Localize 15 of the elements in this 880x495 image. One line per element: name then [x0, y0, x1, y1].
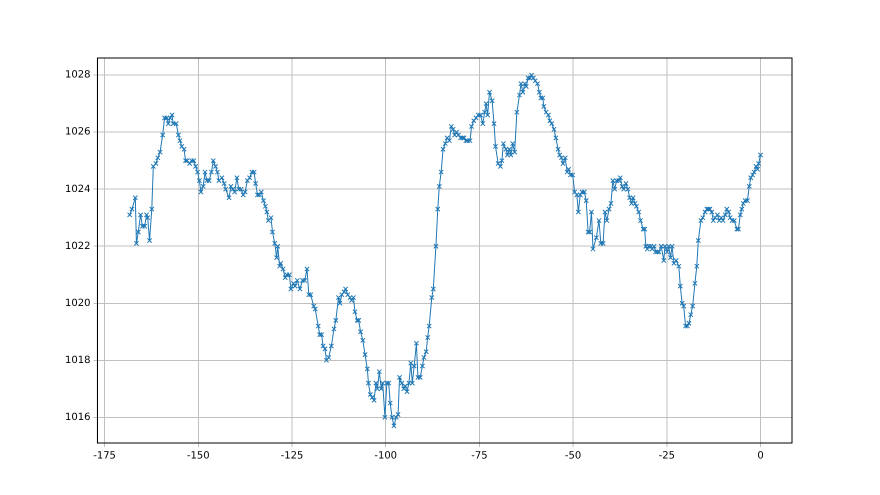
y-tick-label: 1018 [64, 354, 90, 366]
y-tick-label: 1026 [64, 126, 90, 138]
x-tick-label: -150 [186, 450, 210, 462]
x-tick-label: -100 [374, 450, 398, 462]
x-tick-label: -50 [564, 450, 582, 462]
y-tick-label: 1020 [64, 298, 90, 309]
x-tick-label: 0 [757, 450, 764, 462]
x-tick-label: -175 [93, 450, 116, 462]
y-tick-label: 1016 [64, 412, 90, 423]
y-tick-label: 1024 [64, 184, 90, 195]
y-tick-label: 1028 [64, 70, 90, 81]
x-tick-label: -125 [280, 450, 304, 462]
x-tick-label: -75 [471, 450, 488, 462]
x-tick-label: -25 [658, 450, 675, 462]
y-tick-label: 1022 [64, 240, 90, 252]
